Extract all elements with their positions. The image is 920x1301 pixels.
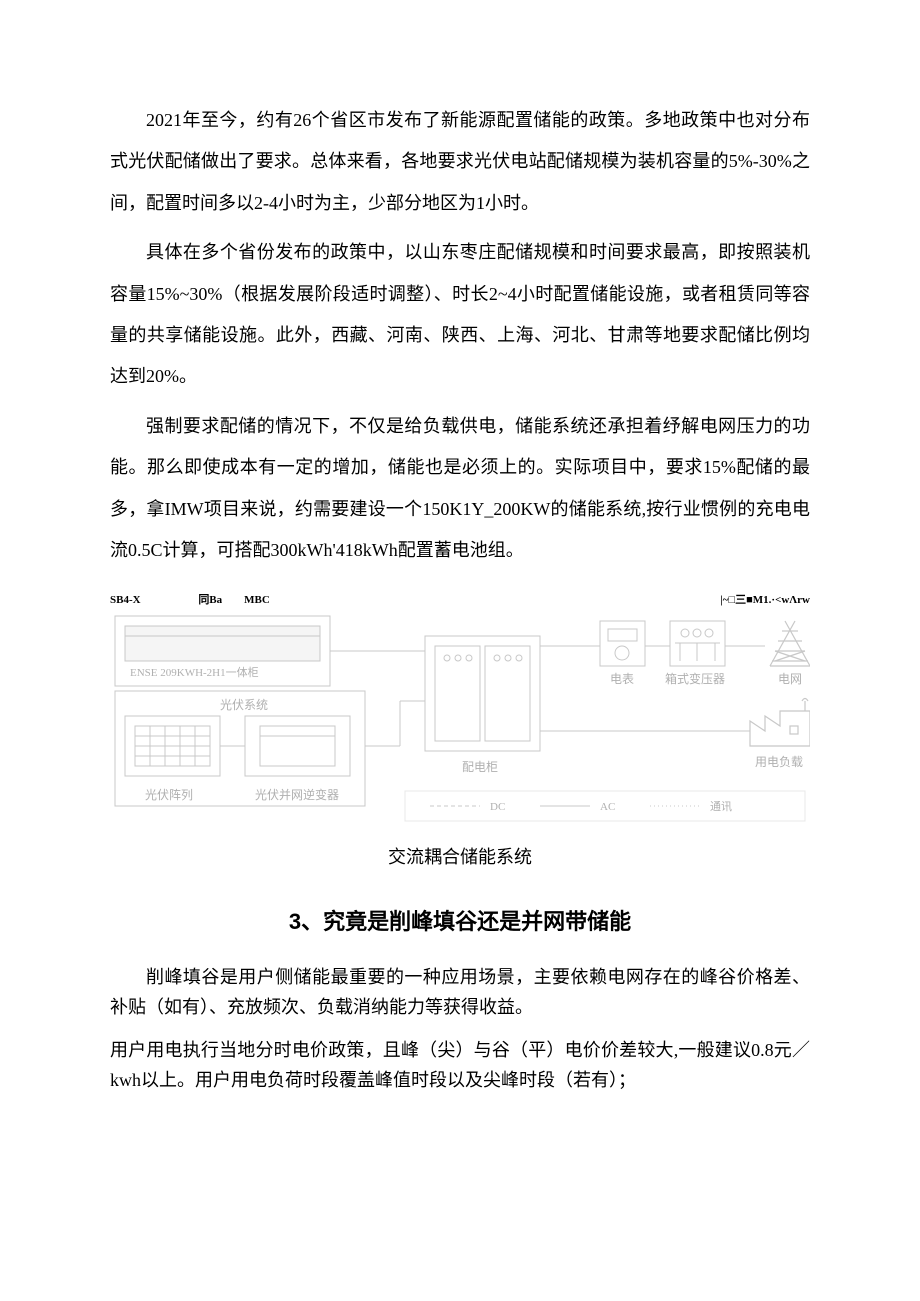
pv-inverter-label: 光伏并网逆变器 [255, 787, 339, 802]
paragraph-4: 削峰填谷是用户侧储能最重要的一种应用场景，主要依赖电网存在的峰谷价格差、补贴（如… [110, 962, 810, 1023]
legend-dc: DC [490, 801, 505, 813]
meter-label: 电表 [610, 672, 634, 686]
ense-label: ENSE 209KWH-2H1一体柜 [130, 665, 259, 679]
pv-system-label: 光伏系统 [220, 698, 268, 712]
annot-right: |~□三■M1.·<wΛrw [720, 591, 810, 607]
annot-ba: 同Ba [198, 594, 222, 606]
annot-left: SB4-X 同Ba MBC [110, 591, 270, 607]
system-diagram: ENSE 209KWH-2H1一体柜 光伏系统 光伏阵列 光伏并网逆变器 [110, 611, 810, 872]
diagram-annotation-row: SB4-X 同Ba MBC |~□三■M1.·<wΛrw [110, 591, 810, 607]
diagram-caption: 交流耦合储能系统 [388, 843, 532, 872]
paragraph-3: 强制要求配储的情况下，不仅是给负载供电，储能系统还承担着纾解电网压力的功能。那么… [110, 406, 810, 572]
diagram-svg: ENSE 209KWH-2H1一体柜 光伏系统 光伏阵列 光伏并网逆变器 [110, 611, 810, 841]
grid-label: 电网 [778, 672, 802, 686]
dist-box-label: 配电柜 [462, 760, 498, 774]
paragraph-5: 用户用电执行当地分时电价政策，且峰（尖）与谷（平）电价价差较大,一般建议0.8元… [110, 1035, 810, 1096]
paragraph-1: 2021年至今，约有26个省区市发布了新能源配置储能的政策。多地政策中也对分布式… [110, 100, 810, 224]
annot-sb4x: SB4-X [110, 594, 141, 606]
transformer-label: 箱式变压器 [665, 671, 725, 686]
load-label: 用电负载 [755, 755, 803, 769]
paragraph-2: 具体在多个省份发布的政策中，以山东枣庄配储规模和时间要求最高，即按照装机容量15… [110, 232, 810, 398]
legend-ac: AC [600, 801, 615, 813]
section-heading-3: 3、究竟是削峰填谷还是并网带储能 [110, 902, 810, 942]
pv-array-label: 光伏阵列 [145, 788, 193, 802]
legend-comm: 通讯 [710, 800, 732, 813]
annot-mbc: MBC [244, 594, 270, 606]
